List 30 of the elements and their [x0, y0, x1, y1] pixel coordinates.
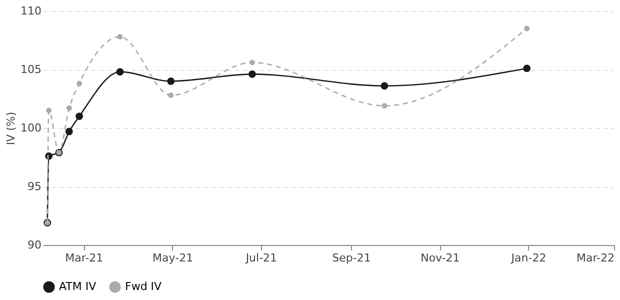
- point: [382, 103, 388, 109]
- legend-label: ATM IV: [59, 280, 97, 293]
- legend-label: Fwd IV: [125, 280, 162, 293]
- point: [524, 26, 530, 32]
- point: [380, 82, 388, 90]
- point: [76, 80, 82, 86]
- x-tick-label: Mar-21: [65, 252, 104, 264]
- x-tick-label: Nov-21: [420, 252, 460, 264]
- y-tick-label: 105: [20, 63, 42, 76]
- y-tick-label: 95: [28, 180, 42, 193]
- point: [167, 78, 175, 85]
- point: [66, 105, 72, 111]
- x-tick-label: Jul-21: [244, 252, 278, 264]
- point: [117, 34, 123, 40]
- point: [168, 92, 174, 98]
- point: [116, 68, 124, 76]
- x-tick-label: Sep-21: [332, 252, 371, 264]
- point: [65, 128, 73, 136]
- y-tick-label: 110: [20, 4, 42, 18]
- point: [523, 64, 531, 72]
- y-tick-label: 100: [20, 122, 42, 134]
- y-tick-label: 90: [28, 238, 42, 252]
- x-tick-label: May-21: [152, 252, 194, 264]
- x-tick-label: Jan-22: [510, 252, 546, 264]
- point: [249, 60, 255, 66]
- y-axis-title: IV (%): [4, 112, 18, 146]
- point: [46, 108, 52, 114]
- point: [248, 70, 256, 78]
- point: [76, 112, 84, 120]
- x-tick-label: Mar-22: [576, 252, 614, 264]
